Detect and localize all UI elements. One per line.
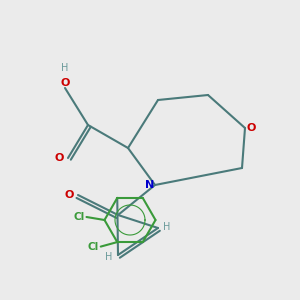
Text: Cl: Cl [88,242,99,252]
Text: O: O [247,123,256,133]
Text: H: H [163,221,170,232]
Text: Cl: Cl [74,212,85,222]
Text: O: O [65,190,74,200]
Text: O: O [55,153,64,163]
Text: N: N [145,180,154,190]
Text: H: H [61,63,69,73]
Text: O: O [60,79,70,88]
Text: H: H [105,251,112,262]
